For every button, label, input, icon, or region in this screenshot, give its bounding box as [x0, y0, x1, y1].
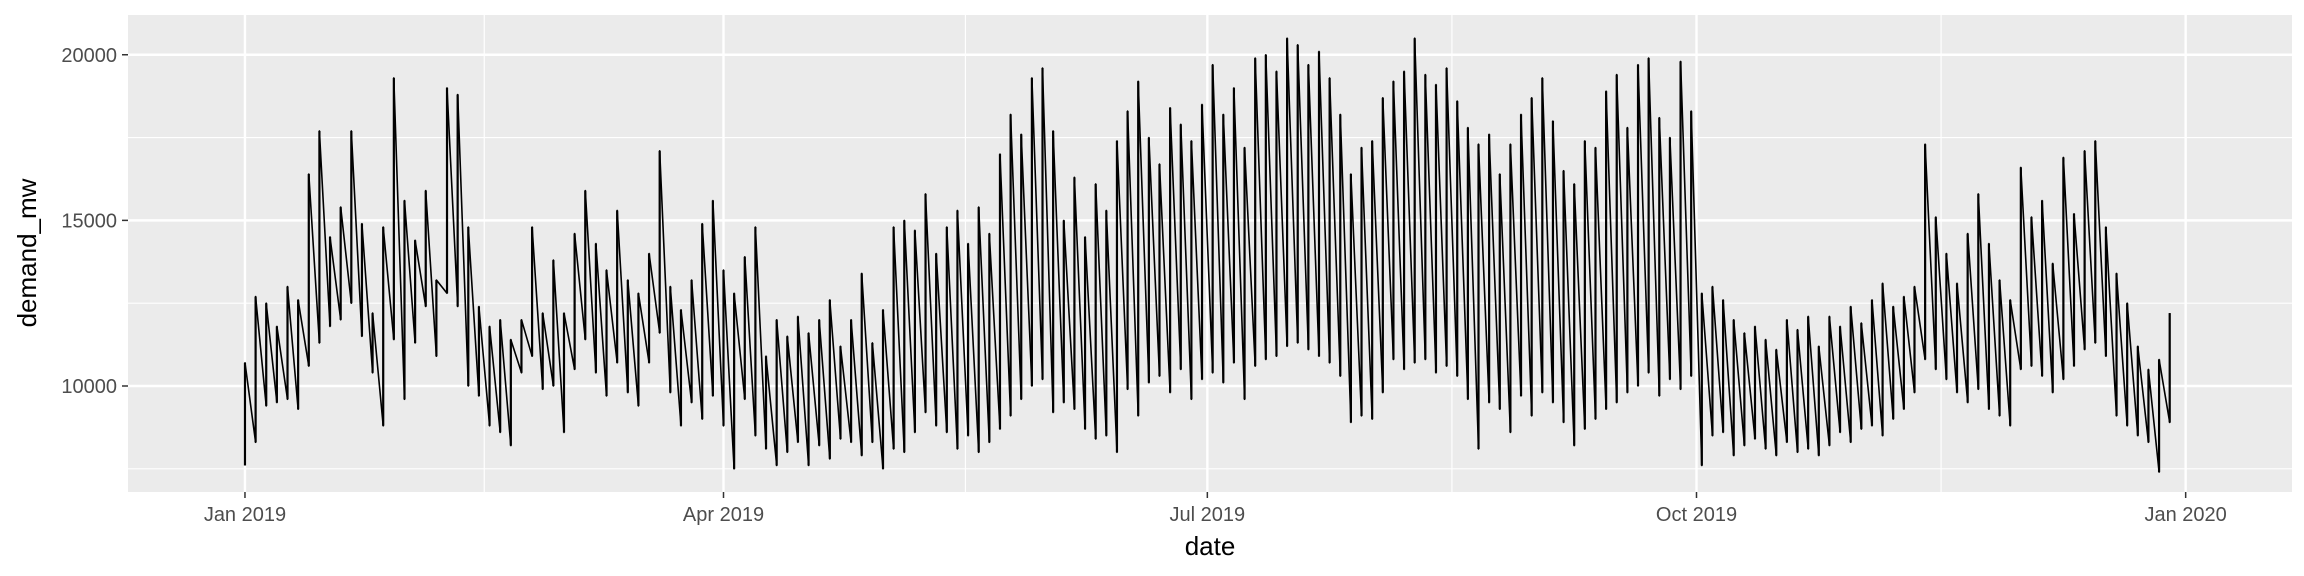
x-axis: Jan 2019 Apr 2019 Jul 2019 Oct 2019 Jan 2020 [204, 492, 2227, 526]
demand-series-line [244, 37, 2171, 473]
y-tick-label: 15000 [61, 210, 117, 232]
x-tick-label: Oct 2019 [1656, 504, 1737, 526]
x-tick-label: Jan 2019 [204, 504, 286, 526]
y-tick-label: 20000 [61, 45, 117, 67]
series-layer [243, 37, 2171, 473]
y-axis-title: demand_mw [12, 178, 42, 327]
y-tick-label: 10000 [61, 376, 117, 398]
x-tick-label: Jan 2020 [2145, 504, 2227, 526]
y-axis: 10000 15000 20000 [61, 45, 128, 398]
x-tick-label: Apr 2019 [683, 504, 764, 526]
x-axis-title: date [1185, 531, 1236, 561]
x-tick-label: Jul 2019 [1170, 504, 1246, 526]
